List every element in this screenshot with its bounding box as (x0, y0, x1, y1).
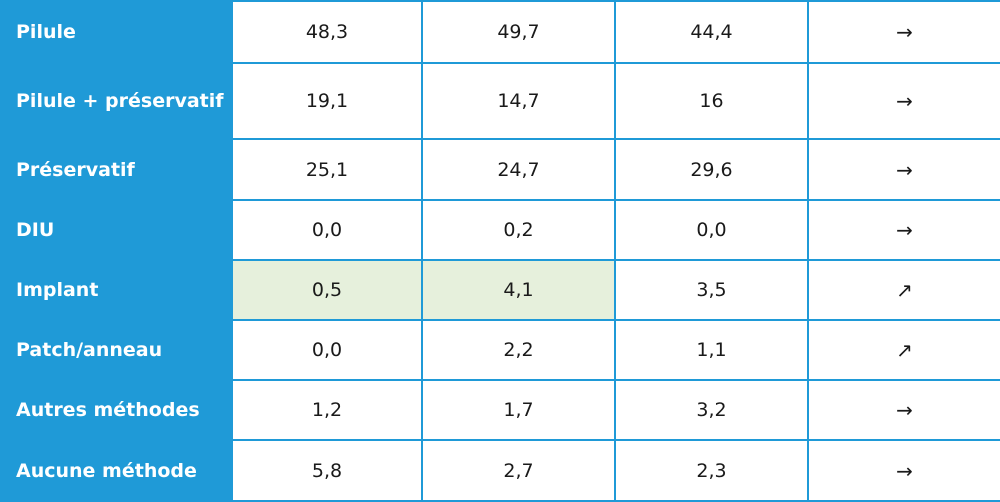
row-label-diu: DIU (0, 199, 233, 261)
value-cell: 3,5 (614, 259, 809, 321)
table-row: Patch/anneau 0,0 2,2 1,1 ↗ (0, 319, 1000, 381)
value-cell: 49,7 (421, 0, 616, 64)
row-label-pilule-preservatif: Pilule + préservatif (0, 62, 233, 140)
value-cell: 16 (614, 62, 809, 140)
value-cell: 5,8 (231, 439, 423, 502)
table-row: Implant 0,5 4,1 3,5 ↗ (0, 259, 1000, 321)
highlighted-value-cell: 0,5 (231, 259, 423, 321)
value-cell: 0,0 (231, 199, 423, 261)
row-label-aucune-methode: Aucune méthode (0, 439, 233, 502)
arrow-right-icon: → (807, 379, 1000, 441)
table-row: Pilule 48,3 49,7 44,4 → (0, 0, 1000, 64)
table-row: Préservatif 25,1 24,7 29,6 → (0, 138, 1000, 201)
value-cell: 0,2 (421, 199, 616, 261)
arrow-up-right-icon: ↗ (807, 259, 1000, 321)
value-cell: 2,3 (614, 439, 809, 502)
arrow-up-right-icon: ↗ (807, 319, 1000, 381)
value-cell: 1,1 (614, 319, 809, 381)
value-cell: 0,0 (231, 319, 423, 381)
value-cell: 2,7 (421, 439, 616, 502)
arrow-right-icon: → (807, 199, 1000, 261)
arrow-right-icon: → (807, 439, 1000, 502)
value-cell: 29,6 (614, 138, 809, 201)
value-cell: 3,2 (614, 379, 809, 441)
arrow-right-icon: → (807, 138, 1000, 201)
value-cell: 44,4 (614, 0, 809, 64)
arrow-right-icon: → (807, 62, 1000, 140)
value-cell: 1,2 (231, 379, 423, 441)
value-cell: 0,0 (614, 199, 809, 261)
value-cell: 2,2 (421, 319, 616, 381)
value-cell: 48,3 (231, 0, 423, 64)
value-cell: 24,7 (421, 138, 616, 201)
row-label-preservatif: Préservatif (0, 138, 233, 201)
highlighted-value-cell: 4,1 (421, 259, 616, 321)
table-row: Pilule + préservatif 19,1 14,7 16 → (0, 62, 1000, 140)
table-row: Aucune méthode 5,8 2,7 2,3 → (0, 439, 1000, 502)
table-row: DIU 0,0 0,2 0,0 → (0, 199, 1000, 261)
value-cell: 1,7 (421, 379, 616, 441)
table-row: Autres méthodes 1,2 1,7 3,2 → (0, 379, 1000, 441)
arrow-right-icon: → (807, 0, 1000, 64)
row-label-patch-anneau: Patch/anneau (0, 319, 233, 381)
value-cell: 14,7 (421, 62, 616, 140)
row-label-autres-methodes: Autres méthodes (0, 379, 233, 441)
row-label-implant: Implant (0, 259, 233, 321)
value-cell: 19,1 (231, 62, 423, 140)
row-label-pilule: Pilule (0, 0, 233, 64)
value-cell: 25,1 (231, 138, 423, 201)
